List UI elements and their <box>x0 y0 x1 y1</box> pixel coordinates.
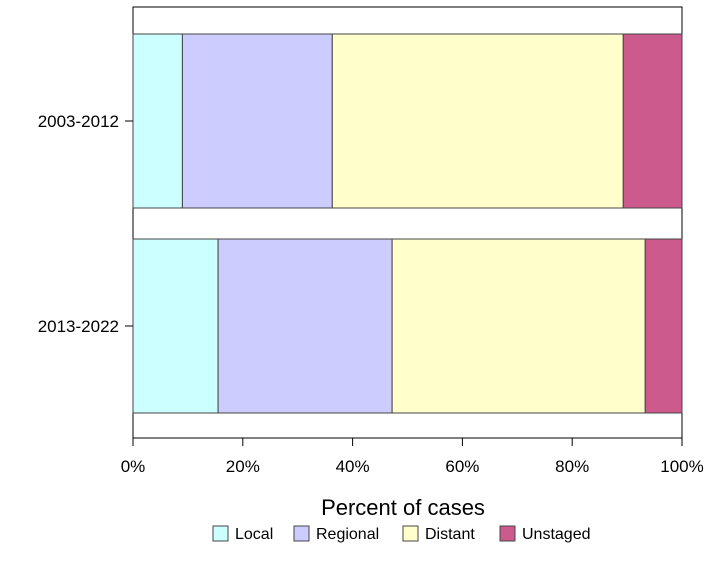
bar-2013-2022-distant <box>391 238 646 414</box>
category-label-2013-2022: 2013-2022 <box>38 317 119 336</box>
x-axis-title: Percent of cases <box>321 495 485 520</box>
bar-2003-2012-regional <box>181 33 333 209</box>
value-tick-label: 100% <box>660 457 703 476</box>
bar-2013-2022-unstaged <box>644 238 683 414</box>
value-tick-label: 60% <box>445 457 479 476</box>
legend-swatch-local <box>212 525 229 542</box>
plot-area-border <box>132 6 683 439</box>
legend-swatch-distant <box>402 525 419 542</box>
value-axis: 0% 20% 40% 60% 80% 100% <box>121 438 704 476</box>
legend-label-distant: Distant <box>425 526 475 543</box>
legend-swatch-unstaged <box>499 525 516 542</box>
value-tick-label: 20% <box>226 457 260 476</box>
bar-2013-2022-regional <box>217 238 393 414</box>
bars-group <box>132 33 683 414</box>
legend-label-regional: Regional <box>316 526 379 543</box>
bar-2013-2022-local <box>132 238 219 414</box>
legend-swatch-regional <box>293 525 310 542</box>
legend-label-local: Local <box>235 526 273 543</box>
bar-2003-2012-distant <box>331 33 624 209</box>
legend-label-unstaged: Unstaged <box>522 526 591 543</box>
value-tick-label: 40% <box>336 457 370 476</box>
bar-2003-2012-unstaged <box>622 33 683 209</box>
category-label-2003-2012: 2003-2012 <box>38 112 119 131</box>
legend: Local Regional Distant Unstaged <box>212 525 591 543</box>
bar-2003-2012-local <box>132 33 183 209</box>
category-axis: 2003-2012 2013-2022 <box>38 112 133 336</box>
value-tick-label: 80% <box>555 457 589 476</box>
value-tick-label: 0% <box>121 457 146 476</box>
